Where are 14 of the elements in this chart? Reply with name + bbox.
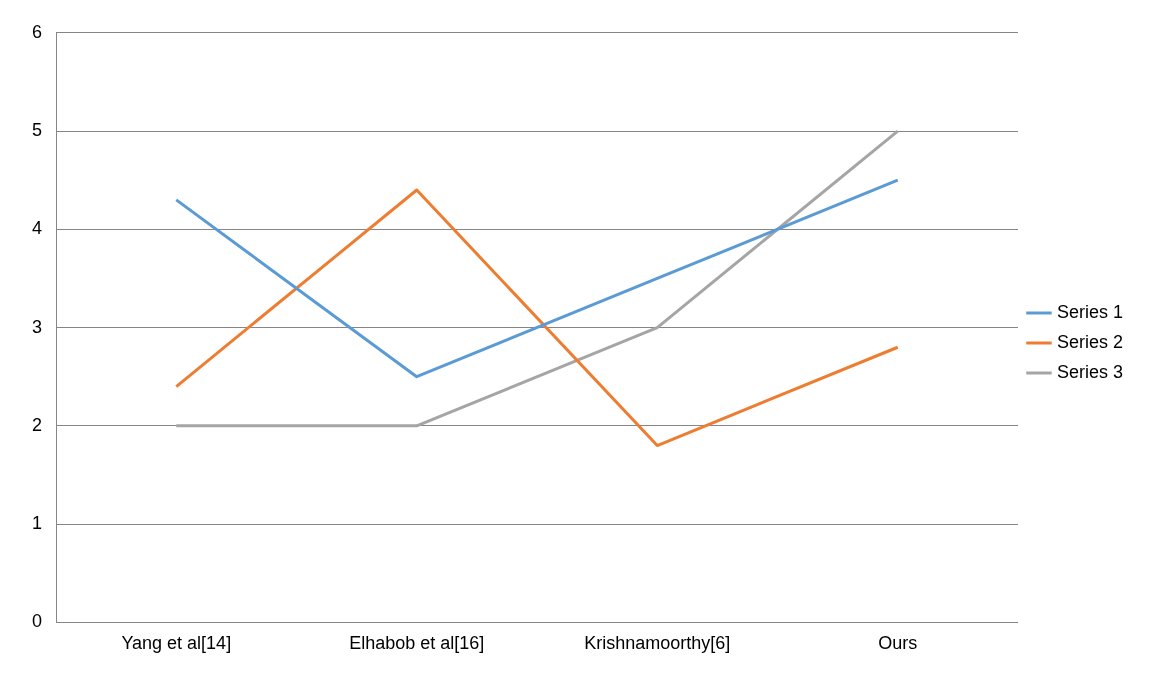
x-tick-label: Ours bbox=[878, 633, 918, 654]
legend-label: Series 1 bbox=[1056, 301, 1124, 322]
y-tick-label: 2 bbox=[32, 414, 43, 435]
legend-label: Series 3 bbox=[1056, 361, 1124, 382]
y-tick-label: 1 bbox=[32, 513, 43, 534]
y-tick-label: 0 bbox=[32, 611, 43, 632]
y-tick-label: 6 bbox=[32, 21, 43, 42]
x-tick-label: Krishnamoorthy[6] bbox=[584, 633, 731, 654]
y-tick-label: 5 bbox=[32, 120, 43, 141]
y-tick-label: 4 bbox=[32, 218, 43, 239]
y-tick-label: 3 bbox=[32, 316, 43, 337]
x-tick-label: Elhabob et al[16] bbox=[349, 633, 485, 654]
x-tick-label: Yang et al[14] bbox=[121, 633, 232, 654]
legend-label: Series 2 bbox=[1056, 331, 1124, 352]
